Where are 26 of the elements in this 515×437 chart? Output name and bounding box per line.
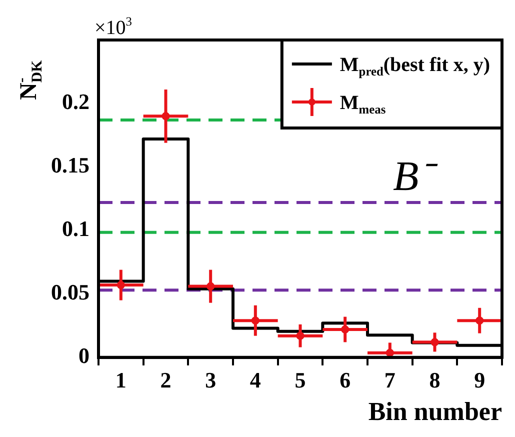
point <box>162 112 170 120</box>
point <box>206 282 215 290</box>
x-tick-label: 4 <box>250 367 261 392</box>
x-tick-label: 2 <box>160 367 172 392</box>
y-tick-label: 0.05 <box>51 280 90 305</box>
x-tick-label: 1 <box>115 367 126 392</box>
point <box>116 281 125 290</box>
y-axis-title: N-DK <box>14 60 46 100</box>
x-tick-label: 3 <box>205 367 216 392</box>
y-tick-label: 0.15 <box>51 152 90 178</box>
point <box>476 316 484 325</box>
y-tick-label: 0 <box>78 343 90 368</box>
point <box>251 316 260 325</box>
x-tick-label: 6 <box>340 367 351 392</box>
point <box>296 332 304 340</box>
y-tick-label: 0.2 <box>62 89 90 114</box>
point <box>386 348 394 357</box>
x-tick-label: 8 <box>429 367 440 392</box>
point <box>430 338 439 346</box>
point <box>341 325 350 334</box>
x-tick-label: 7 <box>384 367 396 392</box>
annotation: B⁻ <box>393 154 439 200</box>
x-tick-label: 5 <box>294 367 306 392</box>
y-tick-label: 0.1 <box>62 216 90 242</box>
x-tick-label: 9 <box>474 367 486 392</box>
x-axis-title: Bin number <box>368 397 502 426</box>
